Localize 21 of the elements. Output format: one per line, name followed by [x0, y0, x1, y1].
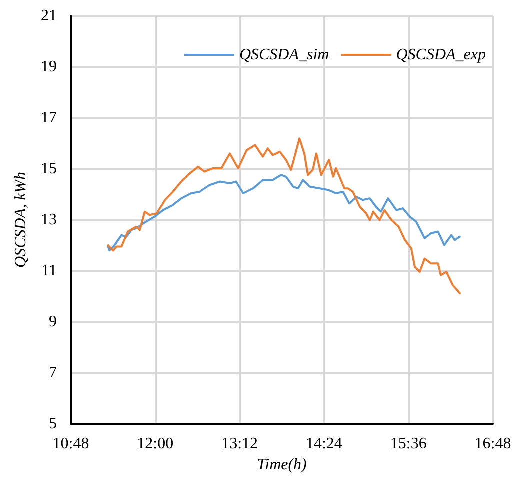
x-tick-label: 16:48 [474, 436, 512, 452]
y-tick-label: 11 [42, 262, 57, 280]
y-tick-label: 9 [49, 314, 57, 330]
legend-label: QSCSDA_exp [396, 46, 486, 64]
x-tick-label: 15:36 [390, 436, 427, 452]
legend-label: QSCSDA_sim [239, 46, 330, 64]
line-series [107, 174, 461, 252]
y-tick-label: 15 [41, 160, 57, 178]
y-tick-label: 5 [49, 416, 57, 432]
y-tick-label: 19 [41, 58, 57, 76]
y-tick-label: 13 [41, 212, 57, 228]
x-tick-label: 10:48 [52, 436, 90, 452]
x-axis-title: Time(h) [257, 456, 307, 474]
x-tick-label: 14:24 [306, 436, 342, 452]
y-axis-title: QSCSDA, kWh [12, 172, 30, 268]
y-tick-label: 21 [41, 8, 57, 24]
x-tick-label: 13:12 [222, 436, 258, 452]
x-tick-label: 12:00 [137, 436, 174, 452]
line-series [107, 138, 461, 294]
y-tick-label: 17 [41, 110, 57, 126]
y-tick-label: 7 [49, 364, 57, 382]
